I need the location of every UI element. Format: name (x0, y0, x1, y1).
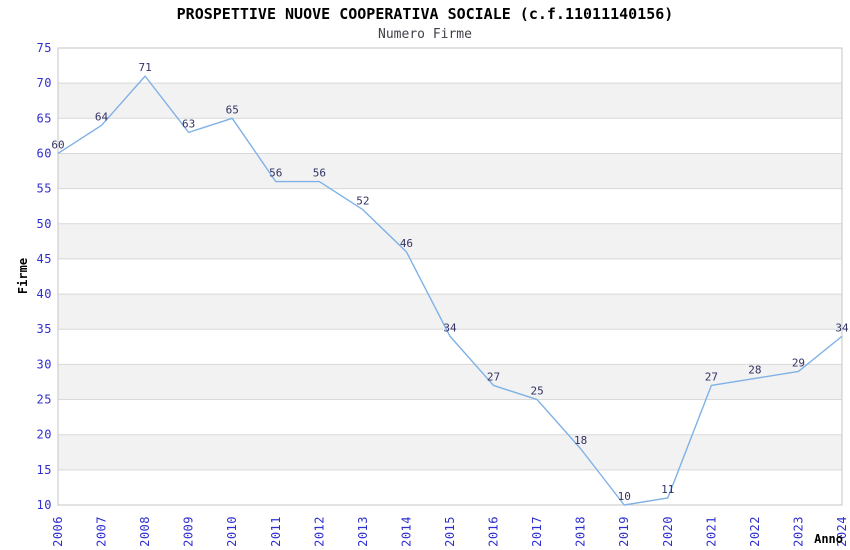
x-tick-label: 2018 (574, 516, 588, 547)
data-label: 56 (313, 167, 326, 180)
data-label: 52 (356, 195, 369, 208)
x-tick-label: 2006 (51, 516, 65, 547)
x-tick-label: 2010 (225, 516, 239, 547)
x-tick-label: 2009 (182, 516, 196, 547)
plot-band (58, 83, 842, 119)
y-tick-label: 45 (37, 252, 52, 266)
data-label: 29 (792, 356, 805, 369)
data-label: 60 (51, 138, 64, 151)
x-tick-label: 2015 (443, 516, 457, 547)
x-tick-label: 2022 (748, 516, 762, 547)
y-tick-label: 20 (37, 428, 52, 442)
x-tick-label: 2014 (399, 516, 413, 547)
x-tick-label: 2008 (138, 516, 152, 547)
data-label: 34 (443, 321, 457, 334)
y-tick-label: 70 (37, 76, 52, 90)
x-tick-label: 2019 (617, 516, 631, 547)
y-tick-label: 75 (37, 41, 52, 55)
data-label: 56 (269, 167, 282, 180)
x-tick-label: 2012 (312, 516, 326, 547)
x-tick-label: 2017 (530, 516, 544, 547)
x-tick-label: 2007 (95, 516, 109, 547)
y-tick-label: 15 (37, 463, 52, 477)
data-label: 25 (530, 385, 543, 398)
data-label: 28 (748, 363, 761, 376)
y-tick-label: 25 (37, 393, 52, 407)
plot-band (58, 153, 842, 189)
x-tick-label: 2016 (487, 516, 501, 547)
y-tick-label: 35 (37, 322, 52, 336)
x-tick-label: 2021 (704, 516, 718, 547)
plot-band (58, 223, 842, 259)
data-label: 18 (574, 434, 587, 447)
data-label: 65 (226, 103, 239, 116)
data-label: 71 (138, 61, 151, 74)
x-tick-label: 2020 (661, 516, 675, 547)
y-tick-label: 65 (37, 111, 52, 125)
data-label: 11 (661, 483, 674, 496)
data-label: 10 (618, 490, 631, 503)
y-tick-label: 40 (37, 287, 52, 301)
chart-title: PROSPETTIVE NUOVE COOPERATIVA SOCIALE (c… (176, 5, 674, 23)
x-axis-title: Anno (814, 532, 843, 546)
x-tick-label: 2011 (269, 516, 283, 547)
data-label: 34 (835, 321, 849, 334)
plot-border (57, 47, 843, 506)
y-tick-label: 60 (37, 146, 52, 160)
data-label: 64 (95, 110, 109, 123)
plot-band (58, 364, 842, 400)
y-tick-label: 30 (37, 357, 52, 371)
x-tick-label: 2013 (356, 516, 370, 547)
series-line (57, 75, 843, 506)
plot-band (58, 434, 842, 470)
y-axis-title: Firme (16, 258, 30, 294)
plot-band (58, 294, 842, 330)
data-label: 27 (487, 370, 500, 383)
x-tick-label: 2023 (791, 516, 805, 547)
data-label: 63 (182, 117, 195, 130)
data-label: 46 (400, 237, 413, 250)
x-tick-label: 2024 (835, 516, 849, 547)
y-tick-label: 55 (37, 182, 52, 196)
y-tick-label: 10 (37, 498, 52, 512)
data-label: 27 (705, 370, 718, 383)
y-tick-label: 50 (37, 217, 52, 231)
chart-subtitle: Numero Firme (378, 27, 472, 42)
